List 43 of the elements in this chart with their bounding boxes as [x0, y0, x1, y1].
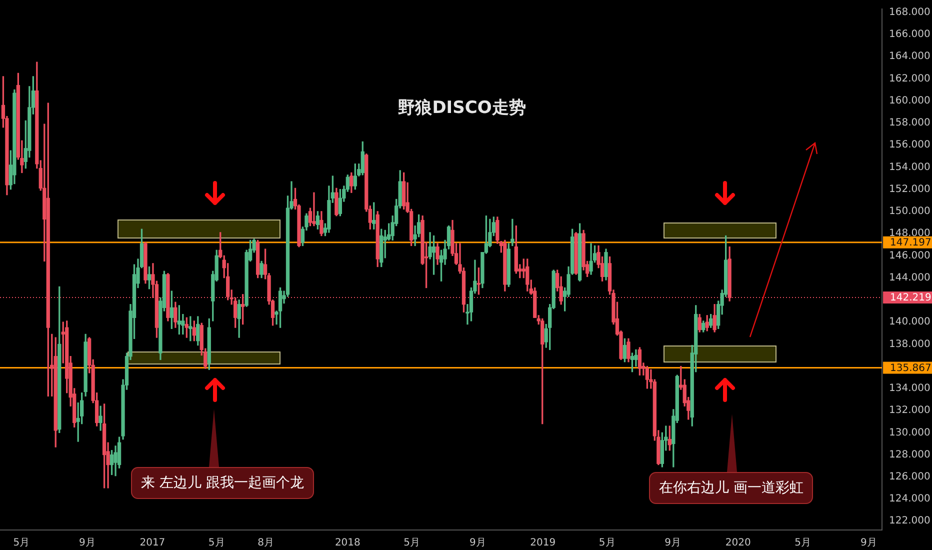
y-tick-label: 144.000	[889, 272, 930, 284]
y-tick-label: 124.000	[889, 494, 930, 505]
y-tick-label: 158.000	[889, 118, 930, 129]
ref-line-label: 147.197	[890, 238, 932, 249]
x-tick-label: 2020	[725, 538, 751, 549]
y-tick-label: 154.000	[889, 162, 930, 173]
y-tick-label: 148.000	[889, 228, 930, 240]
y-tick-label: 162.000	[889, 73, 930, 84]
y-tick-label: 138.000	[889, 338, 930, 350]
x-tick-label: 5月	[13, 538, 30, 549]
x-tick-label: 5月	[208, 538, 225, 549]
y-tick-label: 166.000	[889, 29, 930, 40]
x-tick-label: 2018	[334, 538, 360, 549]
y-tick-label: 152.000	[889, 184, 930, 195]
text: 野狼DISCO走势	[398, 98, 526, 118]
y-tick-label: 126.000	[889, 472, 930, 482]
y-tick-label: 146.000	[889, 250, 930, 262]
ref-line-label: 142.219	[890, 292, 932, 304]
x-tick-label: 5月	[404, 538, 420, 549]
x-tick-label: 9月	[78, 538, 96, 549]
y-tick-label: 160.000	[889, 95, 930, 106]
x-tick-label: 5月	[598, 538, 616, 549]
y-tick-label: 134.000	[889, 383, 930, 394]
annotation: 在你右边儿 画一道彩虹	[649, 472, 814, 504]
y-tick-label: 128.000	[889, 449, 930, 460]
y-tick-label: 122.000	[889, 516, 930, 527]
y-tick-label: 164.000	[889, 51, 930, 62]
y-tick-label: 130.000	[889, 427, 930, 438]
y-tick-label: 168.000	[889, 6, 930, 18]
x-tick-label: 2017	[140, 538, 166, 549]
x-tick-label: 9月	[860, 538, 877, 549]
x-tick-label: 9月	[469, 538, 486, 549]
annotation: 来 左边儿 跟我一起画个龙	[131, 467, 314, 499]
x-tick-label: 8月	[258, 538, 274, 549]
ref-line-label: 135.867	[890, 362, 932, 374]
y-tick-label: 132.000	[889, 405, 930, 416]
x-tick-label: 2019	[530, 538, 556, 549]
y-tick-label: 156.000	[889, 140, 930, 151]
x-tick-label: 5月	[794, 538, 812, 549]
x-tick-label: 9月	[664, 538, 682, 549]
y-tick-label: 140.000	[889, 316, 930, 328]
y-tick-label: 150.000	[889, 206, 930, 218]
candlestick	[312, 192, 316, 226]
